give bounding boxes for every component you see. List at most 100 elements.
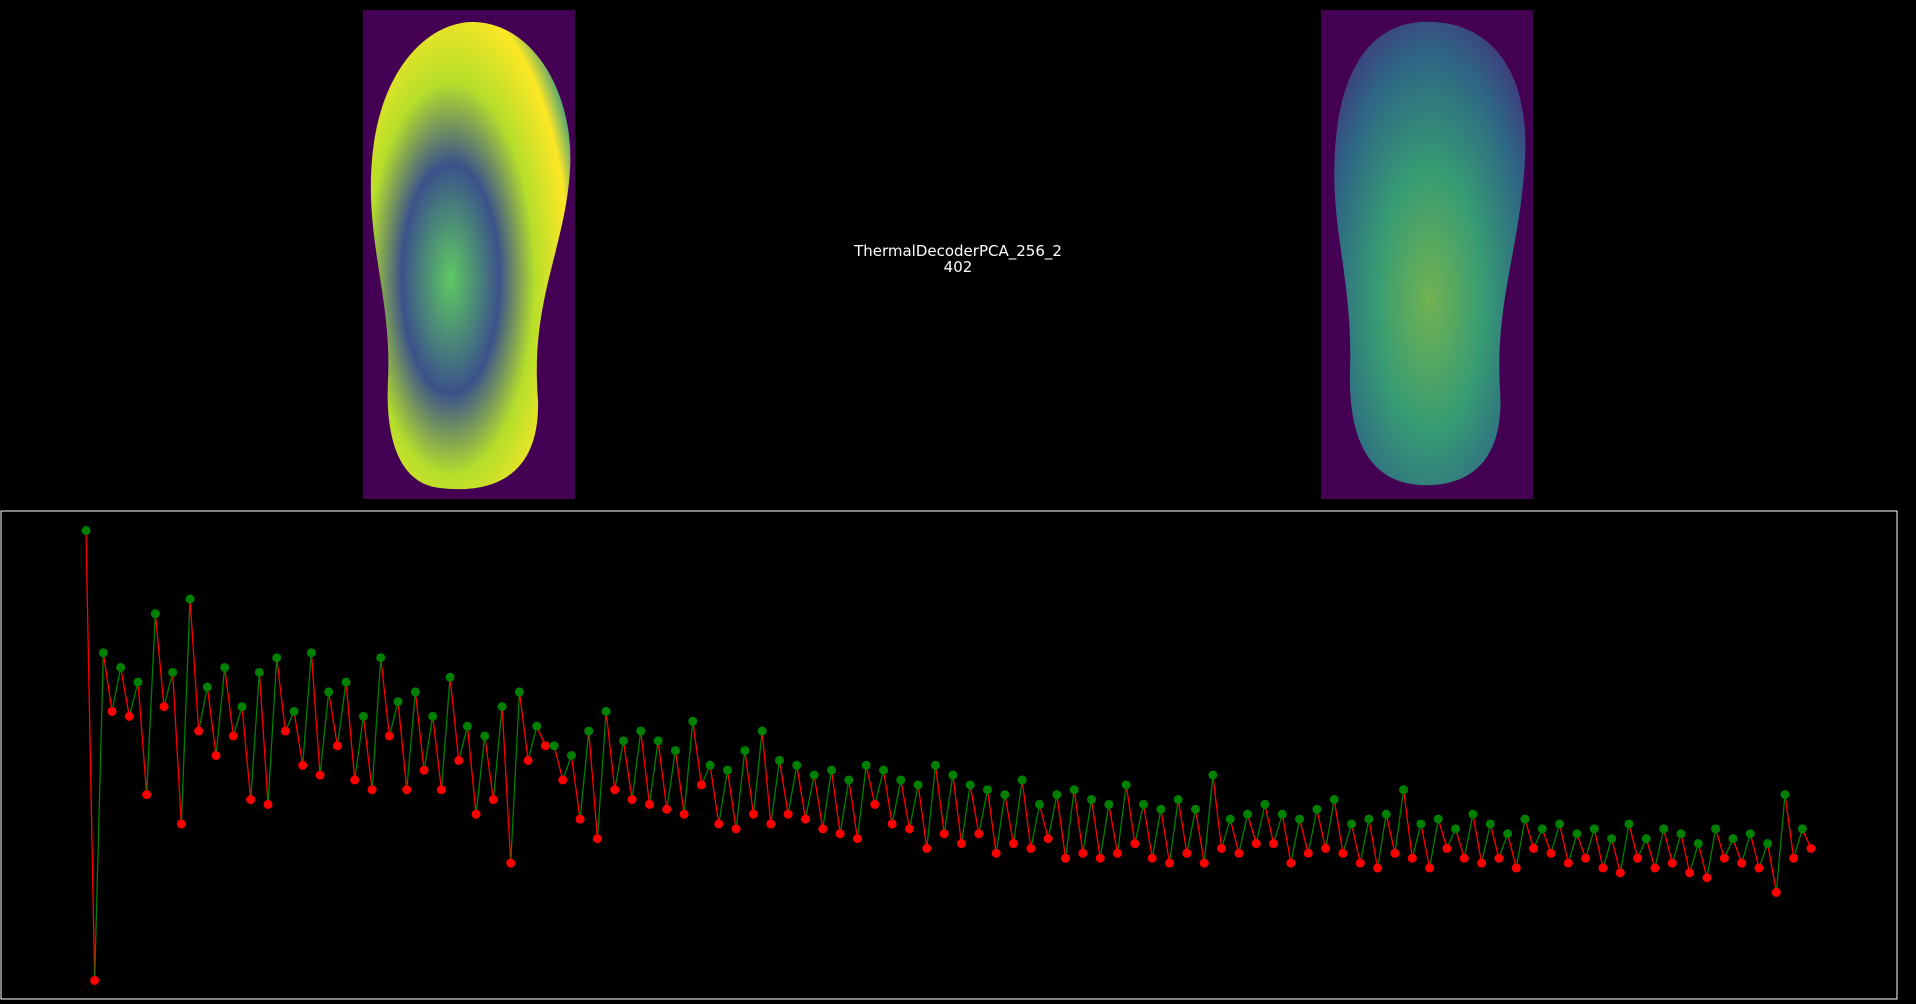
point xyxy=(98,648,108,658)
line-segment xyxy=(1411,823,1422,859)
point xyxy=(1442,843,1452,853)
line-segment xyxy=(995,794,1006,854)
point xyxy=(1598,863,1608,873)
line-segment xyxy=(146,613,156,795)
line-segment xyxy=(1350,823,1361,864)
point xyxy=(1425,863,1435,873)
line-segment xyxy=(1480,823,1491,864)
line-segment xyxy=(492,706,503,800)
point xyxy=(774,755,784,765)
line-segment xyxy=(1212,774,1223,849)
line-segment xyxy=(276,657,287,732)
line-segment xyxy=(397,701,408,790)
plot xyxy=(81,526,1816,985)
point xyxy=(705,760,715,770)
point xyxy=(1173,795,1183,805)
line-segment xyxy=(1784,794,1795,859)
line-segment xyxy=(622,740,633,800)
point xyxy=(1165,858,1175,868)
point xyxy=(306,648,316,658)
point xyxy=(939,829,949,839)
point xyxy=(263,799,273,809)
line-segment xyxy=(1290,818,1301,864)
point xyxy=(1615,868,1625,878)
point xyxy=(1581,853,1591,863)
point xyxy=(662,804,672,814)
point xyxy=(1026,843,1036,853)
line-segment xyxy=(458,726,469,761)
line-segment xyxy=(120,667,130,717)
point xyxy=(1043,834,1053,844)
line-segment xyxy=(1203,774,1214,864)
line-segment xyxy=(137,682,148,795)
point xyxy=(618,736,628,746)
point xyxy=(237,702,247,712)
line-segment xyxy=(1619,823,1630,873)
line-segment xyxy=(1567,833,1578,864)
point xyxy=(280,726,290,736)
line-segment xyxy=(1194,809,1205,864)
line-segment xyxy=(1090,799,1101,859)
point xyxy=(124,711,134,721)
point xyxy=(991,848,1001,858)
line-segment xyxy=(978,789,989,834)
point xyxy=(272,653,282,663)
point xyxy=(1329,795,1339,805)
point xyxy=(1763,839,1773,849)
point xyxy=(523,755,533,765)
line-segment xyxy=(1064,789,1075,859)
point xyxy=(1139,799,1149,809)
line-segment xyxy=(1056,794,1067,859)
point xyxy=(1000,790,1010,800)
line-segment xyxy=(917,784,928,849)
point xyxy=(1676,829,1686,839)
line-segment xyxy=(1073,789,1084,854)
point xyxy=(757,726,767,736)
point xyxy=(428,711,438,721)
point xyxy=(315,770,325,780)
point xyxy=(176,819,186,829)
point xyxy=(1321,843,1331,853)
line-segment xyxy=(770,760,781,825)
line-segment xyxy=(1602,838,1613,869)
point xyxy=(1711,824,1721,834)
line-segment xyxy=(796,765,807,820)
line-segment xyxy=(432,716,443,790)
point xyxy=(636,726,646,736)
line-segment xyxy=(1359,818,1370,864)
line-segment xyxy=(258,672,269,805)
point xyxy=(653,736,663,746)
line-segment xyxy=(406,691,417,790)
point xyxy=(350,775,360,785)
point xyxy=(1633,853,1643,863)
thermal-output-foot xyxy=(1334,21,1526,486)
point xyxy=(1529,843,1539,853)
line-segment xyxy=(1238,814,1249,854)
point xyxy=(393,697,403,707)
point xyxy=(1243,809,1253,819)
point xyxy=(1546,848,1556,858)
line-segment xyxy=(1628,823,1639,859)
point xyxy=(1095,853,1105,863)
line-segment xyxy=(423,716,434,771)
line-segment xyxy=(1177,799,1188,854)
line-segment xyxy=(822,770,833,829)
point xyxy=(436,785,446,795)
point xyxy=(185,594,195,604)
line-segment xyxy=(674,750,685,815)
line-segment xyxy=(830,770,841,834)
point xyxy=(1468,809,1478,819)
line-segment xyxy=(484,735,495,800)
point xyxy=(1121,780,1131,790)
line-segment xyxy=(1697,843,1708,878)
line-segment xyxy=(614,740,625,790)
point xyxy=(1087,795,1097,805)
line-segment xyxy=(969,784,980,834)
point xyxy=(627,795,637,805)
line-segment xyxy=(215,667,226,756)
line-segment xyxy=(813,774,824,829)
point xyxy=(1381,809,1391,819)
point xyxy=(341,677,351,687)
line-segment xyxy=(804,774,815,820)
line-segment xyxy=(882,770,893,825)
